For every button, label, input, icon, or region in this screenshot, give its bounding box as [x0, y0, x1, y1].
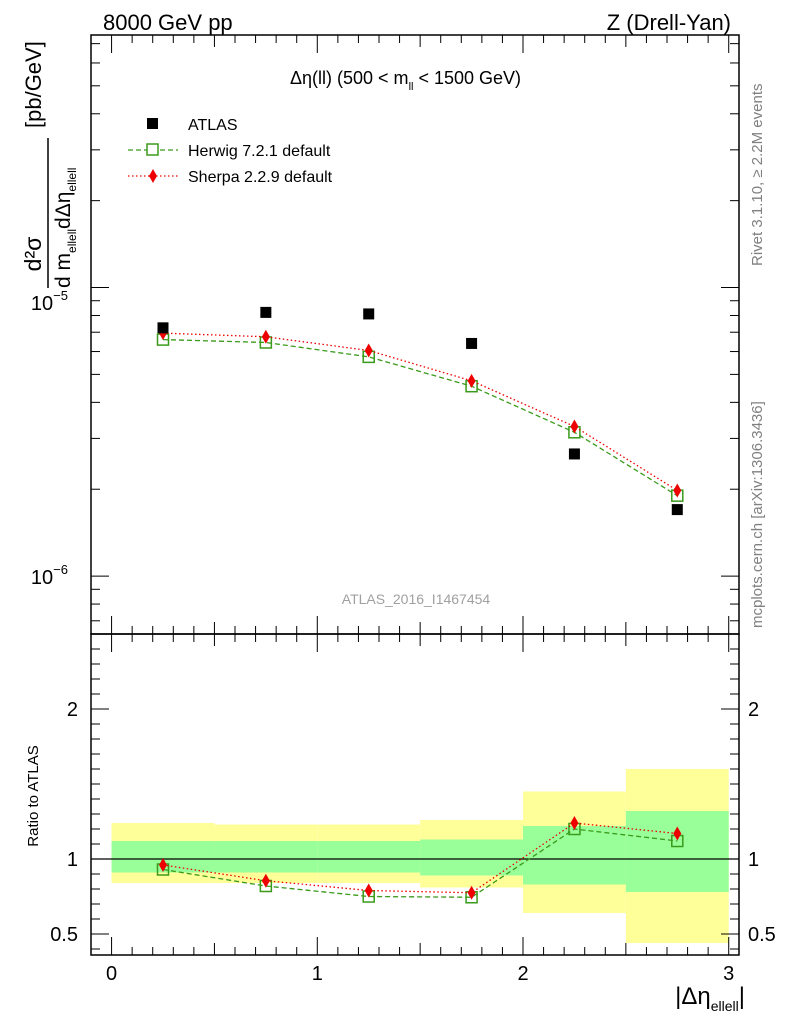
- x-axis-title: |Δηellell|: [675, 983, 745, 1014]
- legend-sherpa-label: Sherpa 2.2.9 default: [188, 169, 333, 186]
- y-title-unit: [pb/GeV]: [21, 41, 46, 128]
- axis-ticks: [90, 35, 739, 955]
- analysis-watermark: ATLAS_2016_I1467454: [342, 591, 491, 607]
- herwig-line: [162, 338, 678, 497]
- header-right: Z (Drell-Yan): [607, 10, 731, 35]
- legend-herwig-marker: [146, 143, 159, 156]
- sherpa-ratio-point: [159, 858, 167, 872]
- sherpa-point: [261, 329, 270, 344]
- ratio-ytick-label-right: 1: [748, 849, 759, 871]
- mcplots-label: mcplots.cern.ch [arXiv:1306.3436]: [749, 401, 766, 628]
- x-tick-label: 3: [723, 963, 734, 985]
- atlas-point: [260, 306, 272, 318]
- ratio-tick-labels: 0.5 0.5 1 1 2 2 0 1 2 3: [50, 699, 776, 985]
- atlas-point: [568, 448, 580, 460]
- sherpa-ratio-point: [467, 885, 476, 900]
- ratio-panel-frame: [90, 633, 740, 956]
- herwig-ratio-line: [162, 828, 678, 898]
- y-title-denominator: d mellelldΔηellell: [52, 168, 79, 288]
- sherpa-ratio-point: [570, 816, 579, 830]
- atlas-point: [466, 337, 478, 349]
- y-tick-label-1e-5: 10−5: [31, 288, 68, 315]
- ratio-y-axis-title: Ratio to ATLAS: [25, 745, 42, 846]
- ratio-panel-data: [156, 816, 684, 904]
- header-left: 8000 GeV pp: [103, 10, 233, 35]
- x-tick-label: 0: [106, 963, 117, 985]
- sherpa-point: [570, 419, 579, 434]
- sherpa-point: [364, 343, 373, 358]
- sherpa-point: [467, 373, 476, 388]
- sherpa-ratio-point: [261, 873, 270, 888]
- sherpa-ratio-point: [673, 826, 682, 841]
- top-panel-data: [156, 306, 684, 516]
- legend: ATLAS Herwig 7.2.1 default Sherpa 2.2.9 …: [128, 117, 333, 186]
- atlas-point: [157, 322, 169, 334]
- legend-atlas-marker: [147, 118, 158, 129]
- ratio-ytick-label-right: 2: [748, 699, 759, 721]
- ratio-ytick-label-left: 1: [67, 849, 78, 871]
- inner-band-bin-5: [625, 811, 729, 892]
- ratio-ytick-label-left: 2: [67, 699, 78, 721]
- legend-atlas-label: ATLAS: [188, 117, 238, 134]
- rivet-label: Rivet 3.1.10, ≥ 2.2M events: [749, 84, 766, 267]
- x-tick-label: 1: [312, 963, 323, 985]
- sherpa-line: [162, 332, 678, 492]
- atlas-point: [363, 308, 375, 320]
- atlas-point: [671, 504, 683, 516]
- ratio-ytick-label-right: 0.5: [748, 924, 776, 946]
- inner-band-bin-3: [420, 839, 523, 876]
- top-y-axis-title: d²σ d mellelldΔηellell [pb/GeV]: [20, 41, 79, 288]
- y-tick-label-1e-6: 10−6: [31, 562, 68, 589]
- inner-band-bin-1: [214, 841, 318, 873]
- tick-labels: 10−5 10−6: [31, 288, 68, 589]
- legend-herwig-label: Herwig 7.2.1 default: [188, 143, 331, 160]
- legend-sherpa-marker: [149, 169, 157, 183]
- sherpa-ratio-point: [364, 883, 373, 898]
- ratio-uncertainty-bands: [111, 769, 729, 943]
- y-title-numerator: d²σ: [20, 237, 46, 272]
- top-panel-title: Δη(ll) (500 < mll < 1500 GeV): [290, 68, 521, 93]
- inner-band-bin-2: [317, 841, 421, 873]
- sherpa-point: [673, 483, 682, 498]
- inner-band-bin-4: [523, 826, 626, 885]
- x-tick-label: 2: [517, 963, 528, 985]
- ratio-ytick-label-left: 0.5: [50, 924, 78, 946]
